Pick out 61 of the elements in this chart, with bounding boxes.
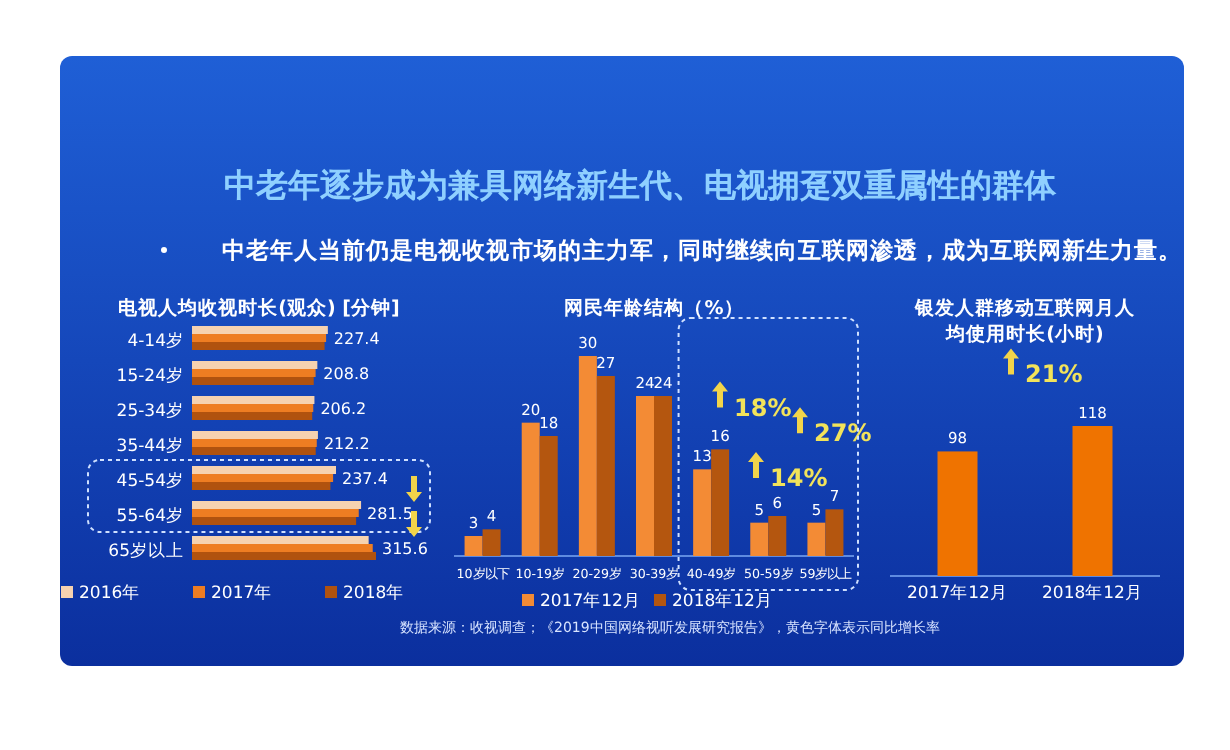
y-tick-label: 35-44岁 (116, 435, 184, 457)
bar (578, 356, 597, 556)
text: 中老年逐步成为兼具网络新生代、电视拥趸双重属性的群体 (224, 166, 1058, 204)
bar (825, 509, 844, 556)
bar (636, 396, 654, 556)
bar (768, 516, 787, 556)
bar (750, 522, 769, 556)
chart-title: 网民年龄结构（%） (564, 296, 744, 320)
bar (192, 396, 315, 404)
bar (464, 536, 483, 556)
bar (192, 342, 325, 350)
bar (192, 509, 359, 517)
y-tick-label: 55-64岁 (116, 505, 184, 527)
chart-title: 银发人群移动互联网月人均使用时长(小时) (913, 296, 1137, 346)
data-label: 281.5 (367, 505, 413, 523)
data-label: 315.6 (382, 540, 428, 558)
bar (693, 469, 712, 556)
text: 21% (1025, 360, 1083, 389)
bar (192, 517, 357, 525)
bar (192, 404, 314, 412)
bar (539, 436, 558, 556)
bar (192, 474, 334, 482)
data-label: 208.8 (323, 365, 370, 383)
legend-label: 2017年 (211, 582, 273, 604)
legend-label: 2018年 (343, 582, 405, 604)
bar (192, 334, 327, 342)
bar (192, 544, 373, 552)
bar (192, 361, 318, 369)
y-tick-label: 65岁以上 (108, 540, 184, 562)
bar (192, 369, 316, 377)
bar (192, 501, 362, 509)
bar (192, 447, 316, 455)
text: 中老年人当前仍是电视收视市场的主力军，同时继续向互联网渗透，成为互联网新生力量。 (222, 236, 1182, 264)
bar (192, 439, 317, 447)
annotation: 27% (814, 419, 872, 448)
data-label: 212.2 (323, 435, 370, 453)
bar (192, 482, 331, 490)
bar (192, 326, 328, 334)
bar (482, 529, 501, 556)
bar (654, 396, 672, 556)
bar (192, 431, 318, 439)
bar (192, 412, 313, 420)
chart-title: 电视人均收视时长(观众) [分钟] (118, 296, 400, 320)
bar (192, 466, 337, 474)
legend-label: 2016年 (79, 582, 141, 604)
y-tick-label: 4-14岁 (127, 330, 184, 352)
bar (521, 422, 540, 556)
bar (596, 376, 615, 556)
bar (192, 536, 369, 544)
y-tick-label: 25-34岁 (116, 400, 184, 422)
bar (192, 552, 376, 560)
data-label: 206.2 (320, 400, 367, 418)
y-tick-label: 15-24岁 (116, 365, 184, 387)
y-tick-label: 45-54岁 (116, 470, 184, 492)
annotation: 14% (770, 464, 828, 492)
annotation: 18% (734, 393, 792, 422)
bar (711, 449, 730, 556)
bar (192, 377, 314, 385)
data-label: 237.4 (342, 470, 388, 488)
bar (807, 522, 826, 556)
data-label: 227.4 (333, 330, 380, 348)
